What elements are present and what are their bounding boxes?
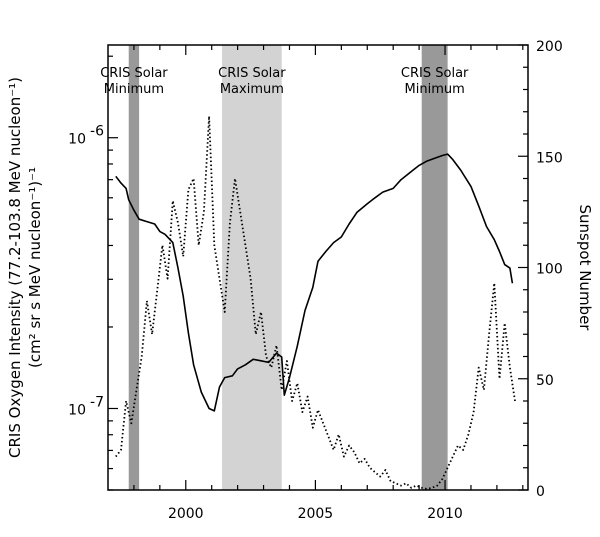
y2-tick-label: 0 — [536, 484, 545, 500]
series-lines — [115, 115, 516, 490]
y2-axis-title: Sunspot Number — [576, 205, 594, 332]
x-tick-label: 2010 — [427, 506, 463, 522]
y2-tick-label: 50 — [536, 373, 554, 389]
y-axis-title-line1: CRIS Oxygen Intensity (77.2-103.8 MeV nu… — [6, 77, 24, 458]
y-axis-left: 10-710-6 — [68, 55, 118, 491]
y-axis-right: 0 50 100 150 200 — [518, 39, 563, 500]
y2-tick-label: 150 — [536, 150, 563, 166]
shaded-band-0 — [128, 45, 140, 490]
band-label-0-line1: CRIS Solar — [100, 66, 168, 81]
plot-frame — [107, 44, 529, 491]
band-label-2-line2: Minimum — [405, 82, 465, 97]
shaded-bands — [128, 45, 448, 490]
y-axis-title-line2: (cm² sr s MeV nucleon⁻¹)⁻¹ — [26, 167, 44, 368]
series-line-dotted — [115, 115, 516, 490]
band-label-1-line2: Maximum — [220, 82, 284, 97]
y2-tick-label: 200 — [536, 39, 563, 55]
x-tick-label: 2005 — [298, 506, 334, 522]
x-tick-label: 2000 — [168, 506, 204, 522]
shaded-band-1 — [222, 45, 282, 490]
band-label-2-line1: CRIS Solar — [401, 66, 469, 81]
y-tick-label: 10 — [68, 132, 86, 148]
y-tick-label: 10 — [68, 402, 86, 418]
y-tick-label-exponent: -7 — [90, 394, 104, 410]
band-label-0-line2: Minimum — [104, 82, 164, 97]
y-tick-label-exponent: -6 — [90, 124, 104, 140]
x-axis: 2000 2005 2010 — [133, 45, 524, 522]
y2-tick-label: 100 — [536, 262, 563, 278]
series-line-solid — [115, 153, 514, 412]
shaded-band-2 — [421, 45, 448, 490]
band-label-1-line1: CRIS Solar — [218, 66, 286, 81]
